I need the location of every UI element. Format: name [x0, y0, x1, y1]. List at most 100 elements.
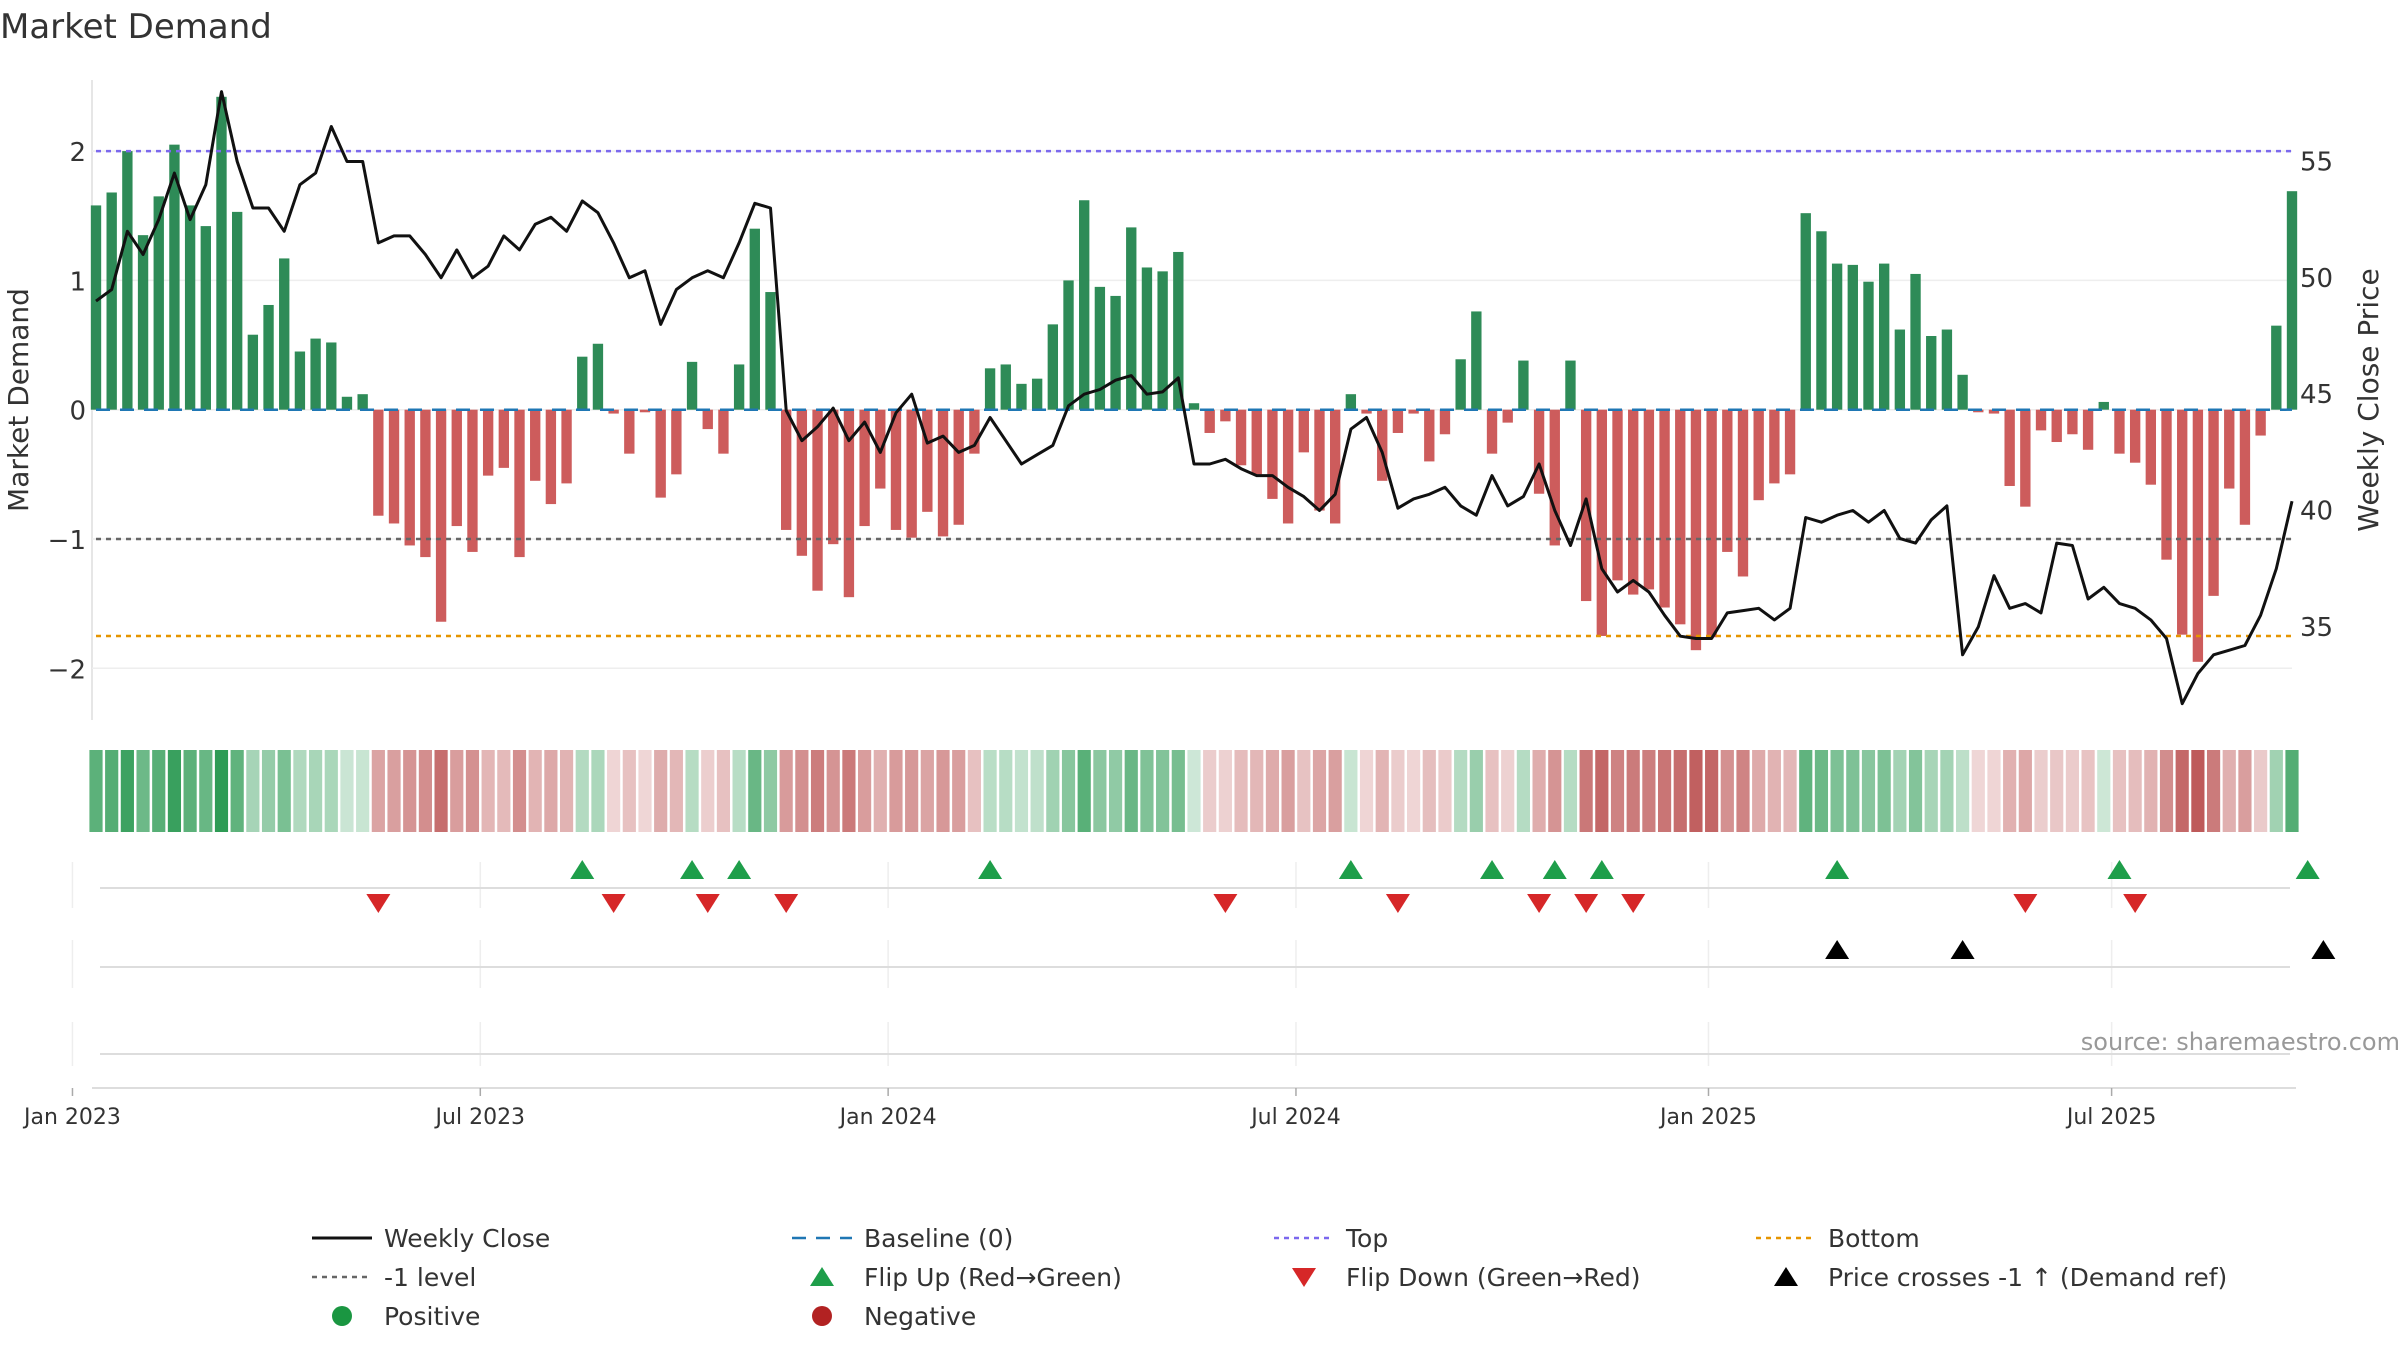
- legend-label: -1 level: [384, 1263, 476, 1292]
- demand-strip-cell: [591, 750, 605, 832]
- demand-strip-cell: [183, 750, 197, 832]
- positive-demand-bar: [1941, 329, 1953, 410]
- positive-demand-bar: [1957, 374, 1968, 410]
- negative-demand-bar: [624, 409, 635, 454]
- demand-strip-cell: [1297, 750, 1311, 832]
- negative-demand-bar: [1235, 409, 1247, 466]
- positive-demand-bar: [1126, 227, 1137, 410]
- positive-demand-bar: [122, 151, 133, 410]
- legend-item: Flip Down (Green→Red): [1292, 1263, 1641, 1292]
- negative-demand-bar: [1690, 409, 1702, 651]
- legend-label: Positive: [384, 1302, 480, 1331]
- positive-demand-bar: [577, 356, 588, 410]
- demand-strip-cell: [387, 750, 401, 832]
- negative-demand-bar: [1439, 409, 1451, 435]
- demand-strip-cell: [1579, 750, 1593, 832]
- flip-up-marker: [570, 860, 595, 879]
- demand-strip-cell: [497, 750, 511, 832]
- demand-strip-cell: [1532, 750, 1546, 832]
- negative-demand-bar: [2067, 409, 2078, 435]
- legend-item: Positive: [332, 1302, 480, 1331]
- positive-demand-bar: [1894, 329, 1906, 410]
- negative-demand-bar: [2114, 409, 2125, 454]
- positive-demand-bar: [326, 342, 337, 410]
- negative-demand-bar: [1722, 409, 1733, 552]
- y2-tick-label: 55: [2300, 147, 2333, 177]
- positive-demand-bar: [184, 205, 196, 410]
- demand-strip-cell: [858, 750, 872, 832]
- negative-demand-bar: [1424, 409, 1435, 462]
- negative-demand-bar: [1596, 409, 1608, 636]
- flip-down-marker: [1574, 894, 1599, 913]
- price-cross-panel: [71, 940, 2336, 988]
- legend-item: Flip Up (Red→Green): [810, 1263, 1122, 1292]
- negative-demand-bar: [843, 409, 855, 598]
- flip-up-marker: [978, 860, 1003, 879]
- demand-strip-cell: [1610, 750, 1625, 832]
- positive-demand-bar: [357, 394, 368, 410]
- positive-demand-bar: [1173, 251, 1184, 410]
- legend: Weekly Close Baseline (0) Top Bottom -1 leve…: [312, 1224, 2227, 1331]
- demand-strip-cell: [246, 750, 260, 832]
- demand-strip-cell: [277, 750, 291, 832]
- flip-up-marker: [1480, 860, 1505, 879]
- demand-strip-cell: [1328, 750, 1342, 832]
- demand-strip-cell: [1642, 750, 1656, 832]
- negative-demand-bar: [2082, 409, 2094, 450]
- negative-demand-bar: [451, 409, 462, 527]
- demand-strip-cell: [1485, 750, 1499, 832]
- negative-demand-bar: [2161, 409, 2172, 560]
- negative-demand-bar: [1549, 409, 1560, 546]
- demand-strip-cell: [418, 750, 432, 832]
- demand-strip-cell: [544, 750, 558, 832]
- negative-demand-bar: [530, 409, 541, 481]
- demand-strip-cell: [1987, 750, 2001, 832]
- demand-strip-cell: [2175, 750, 2189, 832]
- demand-strip-cell: [105, 750, 119, 832]
- y-tick-label: 2: [69, 138, 86, 168]
- negative-demand-bar: [1784, 409, 1796, 475]
- demand-strip-cell: [481, 750, 495, 832]
- demand-strip-cell: [716, 750, 731, 832]
- positive-demand-bar: [1878, 263, 1890, 410]
- positive-demand-bar: [1016, 383, 1027, 410]
- demand-strip-cell: [450, 750, 464, 832]
- demand-strip-cell: [136, 750, 150, 832]
- demand-strip-cell: [309, 750, 323, 832]
- positive-demand-bar: [279, 258, 290, 410]
- negative-demand-bar: [1737, 409, 1749, 577]
- flip-down-marker: [2013, 894, 2038, 913]
- negative-demand-bar: [1282, 409, 1294, 524]
- positive-demand-bar: [1518, 360, 1529, 410]
- demand-strip-cell: [2050, 750, 2064, 832]
- flip-down-marker: [601, 894, 626, 913]
- demand-strip-cell: [1673, 750, 1687, 832]
- demand-strip-cell: [293, 750, 307, 832]
- legend-item: Top: [1274, 1224, 1388, 1253]
- legend-swatch-dot: [812, 1306, 832, 1326]
- demand-strip-cell: [1077, 750, 1091, 832]
- flip-down-marker: [695, 894, 720, 913]
- demand-strip-cell: [2097, 750, 2111, 832]
- y-tick-label: 0: [69, 397, 86, 427]
- flip-down-marker: [366, 894, 391, 913]
- price-cross-marker: [2311, 940, 2336, 959]
- flip-markers-panel: [71, 860, 2320, 913]
- positive-demand-bar: [1471, 311, 1482, 410]
- demand-strip-cell: [89, 750, 103, 832]
- flip-down-marker: [1621, 894, 1646, 913]
- negative-demand-bar: [2192, 409, 2204, 662]
- positive-demand-bar: [1455, 359, 1466, 410]
- negative-demand-bar: [796, 409, 808, 556]
- demand-strip-cell: [2191, 750, 2205, 832]
- positive-demand-bar: [153, 196, 164, 410]
- negative-demand-bar: [545, 409, 557, 505]
- demand-strip-cell: [1501, 750, 1515, 832]
- negative-demand-bar: [953, 409, 964, 525]
- demand-strip-cell: [340, 750, 354, 832]
- demand-strip-cell: [1108, 750, 1123, 832]
- legend-swatch-dot: [332, 1306, 352, 1326]
- demand-strip-cell: [1752, 750, 1766, 832]
- positive-demand-bar: [765, 292, 776, 410]
